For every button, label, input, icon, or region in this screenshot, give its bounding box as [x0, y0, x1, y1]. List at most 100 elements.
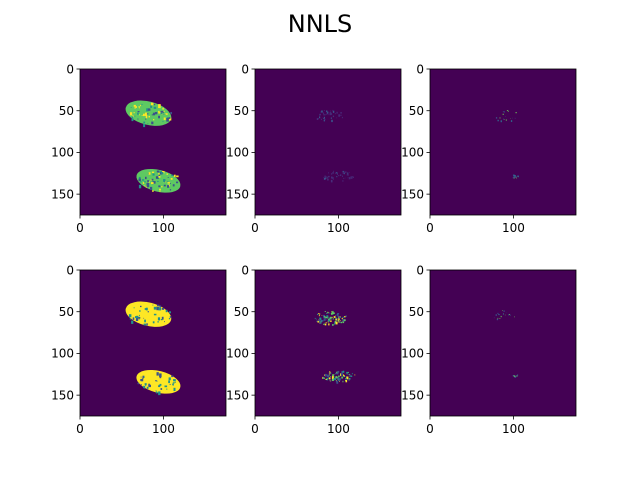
- pixel-cluster: [324, 114, 326, 116]
- pixel-cluster: [342, 380, 344, 383]
- pixel-cluster: [514, 175, 516, 177]
- pixel-cluster: [135, 317, 139, 321]
- pixel-cluster: [342, 180, 344, 182]
- pixel-cluster: [159, 305, 162, 308]
- pixel-cluster: [336, 111, 338, 114]
- pixel-cluster: [331, 376, 334, 380]
- pixel-cluster: [339, 321, 341, 323]
- pixel-cluster: [339, 316, 341, 317]
- pixel-cluster: [516, 177, 517, 179]
- pixel-cluster: [333, 324, 335, 326]
- pixel-cluster: [143, 185, 145, 187]
- pixel-cluster: [169, 384, 171, 385]
- pixel-cluster: [513, 176, 515, 177]
- pixel-cluster: [514, 177, 516, 178]
- pixel-cluster: [144, 112, 148, 116]
- pixel-cluster: [158, 384, 161, 388]
- pixel-cluster: [497, 312, 499, 314]
- pixel-cluster: [153, 106, 157, 109]
- pixel-cluster: [160, 319, 163, 321]
- pixel-cluster: [335, 321, 338, 325]
- pixel-cluster: [128, 314, 132, 318]
- pixel-cluster: [167, 181, 169, 183]
- region-upper: [125, 100, 172, 128]
- pixel-cluster: [144, 319, 146, 323]
- pixel-cluster: [514, 376, 516, 378]
- pixel-cluster: [326, 377, 328, 380]
- pixel-cluster: [323, 110, 325, 111]
- pixel-cluster: [325, 177, 327, 179]
- pixel-cluster: [326, 320, 328, 322]
- pixel-cluster: [323, 314, 326, 318]
- pixel-cluster: [158, 173, 160, 175]
- pixel-cluster: [323, 118, 324, 119]
- y-tick-label: 100: [401, 347, 424, 361]
- pixel-cluster: [319, 317, 321, 320]
- pixel-cluster: [131, 116, 133, 119]
- pixel-cluster: [335, 315, 337, 316]
- pixel-cluster: [513, 177, 514, 178]
- region-upper: [493, 310, 515, 321]
- pixel-cluster: [316, 320, 319, 322]
- heatmap-background: [430, 270, 576, 416]
- pixel-cluster: [322, 377, 325, 379]
- pixel-cluster: [503, 119, 505, 120]
- pixel-cluster: [329, 112, 332, 116]
- pixel-cluster: [156, 306, 160, 311]
- pixel-cluster: [336, 381, 339, 384]
- pixel-cluster: [147, 180, 149, 183]
- pixel-cluster: [326, 176, 328, 178]
- pixel-cluster: [516, 375, 518, 377]
- region-upper: [316, 109, 343, 123]
- pixel-cluster: [162, 111, 164, 113]
- pixel-cluster: [328, 114, 330, 116]
- pixel-cluster: [337, 313, 340, 315]
- pixel-cluster: [344, 316, 346, 318]
- pixel-cluster: [135, 106, 137, 108]
- pixel-cluster: [334, 322, 336, 325]
- y-tick-label: 0: [416, 263, 424, 277]
- y-tick-label: 150: [401, 187, 424, 201]
- pixel-cluster: [342, 370, 345, 373]
- pixel-cluster: [166, 388, 168, 390]
- pixel-cluster: [336, 173, 338, 175]
- pixel-cluster: [158, 391, 161, 396]
- heatmap-background: [255, 270, 401, 416]
- pixel-cluster: [502, 111, 504, 112]
- pixel-cluster: [513, 375, 515, 376]
- pixel-cluster: [153, 306, 157, 310]
- pixel-cluster: [499, 318, 501, 319]
- pixel-cluster: [318, 313, 320, 314]
- pixel-cluster: [333, 377, 335, 380]
- pixel-cluster: [348, 371, 349, 373]
- y-tick-label: 50: [59, 104, 74, 118]
- pixel-cluster: [508, 314, 510, 316]
- pixel-cluster: [146, 113, 149, 115]
- pixel-cluster: [171, 174, 174, 177]
- pixel-cluster: [322, 112, 324, 114]
- pixel-cluster: [133, 104, 136, 107]
- pixel-cluster: [167, 185, 170, 188]
- pixel-cluster: [160, 110, 164, 113]
- pixel-cluster: [157, 317, 161, 321]
- pixel-cluster: [328, 377, 331, 380]
- pixel-cluster: [172, 384, 174, 386]
- pixel-cluster: [151, 178, 154, 181]
- pixel-cluster: [133, 112, 135, 114]
- pixel-cluster: [169, 316, 172, 318]
- x-tick-label: 0: [76, 422, 84, 436]
- region-upper: [125, 301, 172, 327]
- pixel-cluster: [146, 323, 148, 326]
- pixel-cluster: [151, 121, 154, 125]
- pixel-cluster: [173, 174, 176, 177]
- pixel-cluster: [319, 116, 321, 119]
- pixel-cluster: [351, 177, 353, 179]
- x-tick-label: 0: [76, 221, 84, 235]
- pixel-cluster: [147, 311, 149, 313]
- pixel-cluster: [321, 110, 323, 113]
- pixel-cluster: [143, 123, 146, 128]
- pixel-cluster: [329, 111, 331, 113]
- pixel-cluster: [328, 172, 329, 174]
- pixel-cluster: [331, 378, 334, 381]
- pixel-cluster: [172, 383, 174, 386]
